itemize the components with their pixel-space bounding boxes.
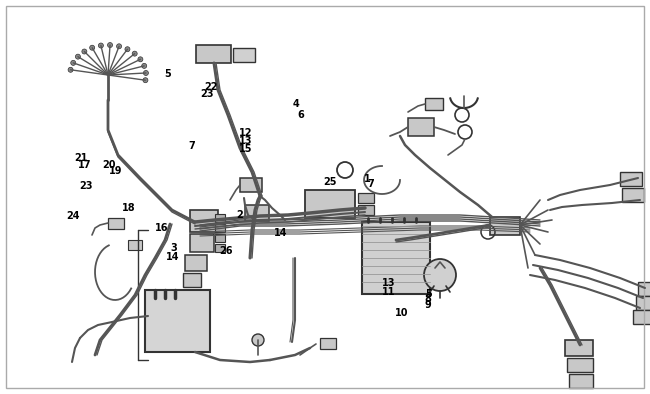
Text: 16: 16 [155,223,168,233]
Bar [620,172,642,186]
Bar [183,273,201,287]
Circle shape [68,67,73,72]
Bar [569,374,593,388]
Bar [362,222,430,294]
Circle shape [75,54,81,59]
Bar [408,118,434,136]
Bar [245,205,269,221]
Text: 26: 26 [220,246,233,256]
Text: 12: 12 [239,128,252,138]
Circle shape [107,43,112,48]
Bar [128,240,142,250]
Circle shape [82,49,87,54]
Bar [145,290,210,352]
Bar [108,218,124,229]
Text: 17: 17 [78,160,91,170]
Bar [320,338,336,349]
Circle shape [71,60,76,65]
Text: 24: 24 [66,211,79,221]
Circle shape [138,57,143,62]
Text: 5: 5 [426,288,432,299]
Circle shape [142,63,147,69]
Bar [305,190,355,218]
Text: 1: 1 [364,174,370,184]
Text: 5: 5 [164,69,171,79]
Bar [633,310,650,324]
Text: 19: 19 [109,166,122,177]
Text: 13: 13 [239,136,252,146]
Circle shape [116,44,122,49]
Text: 25: 25 [324,177,337,187]
Bar [215,214,225,222]
Circle shape [144,71,148,76]
Circle shape [143,78,148,83]
Bar [358,193,374,203]
Text: 11: 11 [382,287,395,297]
Circle shape [252,334,264,346]
Text: 7: 7 [188,141,195,151]
Bar [196,45,231,63]
Bar [215,224,225,232]
Bar [215,244,225,252]
Bar [233,48,255,62]
Bar [358,205,374,215]
Bar [638,282,650,296]
Bar [490,217,520,235]
Text: 21: 21 [75,152,88,163]
Circle shape [424,259,456,291]
Text: 8: 8 [424,294,431,304]
Text: 20: 20 [103,160,116,170]
Text: 22: 22 [205,82,218,93]
Text: 2: 2 [236,210,242,220]
Circle shape [90,45,95,50]
Bar [185,255,207,271]
Bar [622,188,644,202]
Bar [190,210,218,232]
Text: 23: 23 [79,181,92,191]
Bar [567,358,593,372]
Bar [565,340,593,356]
Text: 4: 4 [292,99,299,110]
Text: 9: 9 [424,300,431,310]
Bar [636,296,650,310]
Text: 23: 23 [200,89,213,99]
Bar [240,178,262,192]
Text: 15: 15 [239,144,252,154]
Text: 14: 14 [166,252,179,262]
Text: 6: 6 [297,110,304,120]
Text: 14: 14 [274,228,287,238]
Circle shape [132,51,137,56]
Circle shape [98,43,103,48]
Bar [190,234,214,252]
Bar [215,234,225,242]
Text: 7: 7 [368,179,374,190]
Text: 3: 3 [171,243,177,253]
Text: 18: 18 [122,203,135,213]
Circle shape [125,47,130,52]
Text: 13: 13 [382,278,395,288]
Bar [425,98,443,110]
Text: 10: 10 [395,308,408,318]
